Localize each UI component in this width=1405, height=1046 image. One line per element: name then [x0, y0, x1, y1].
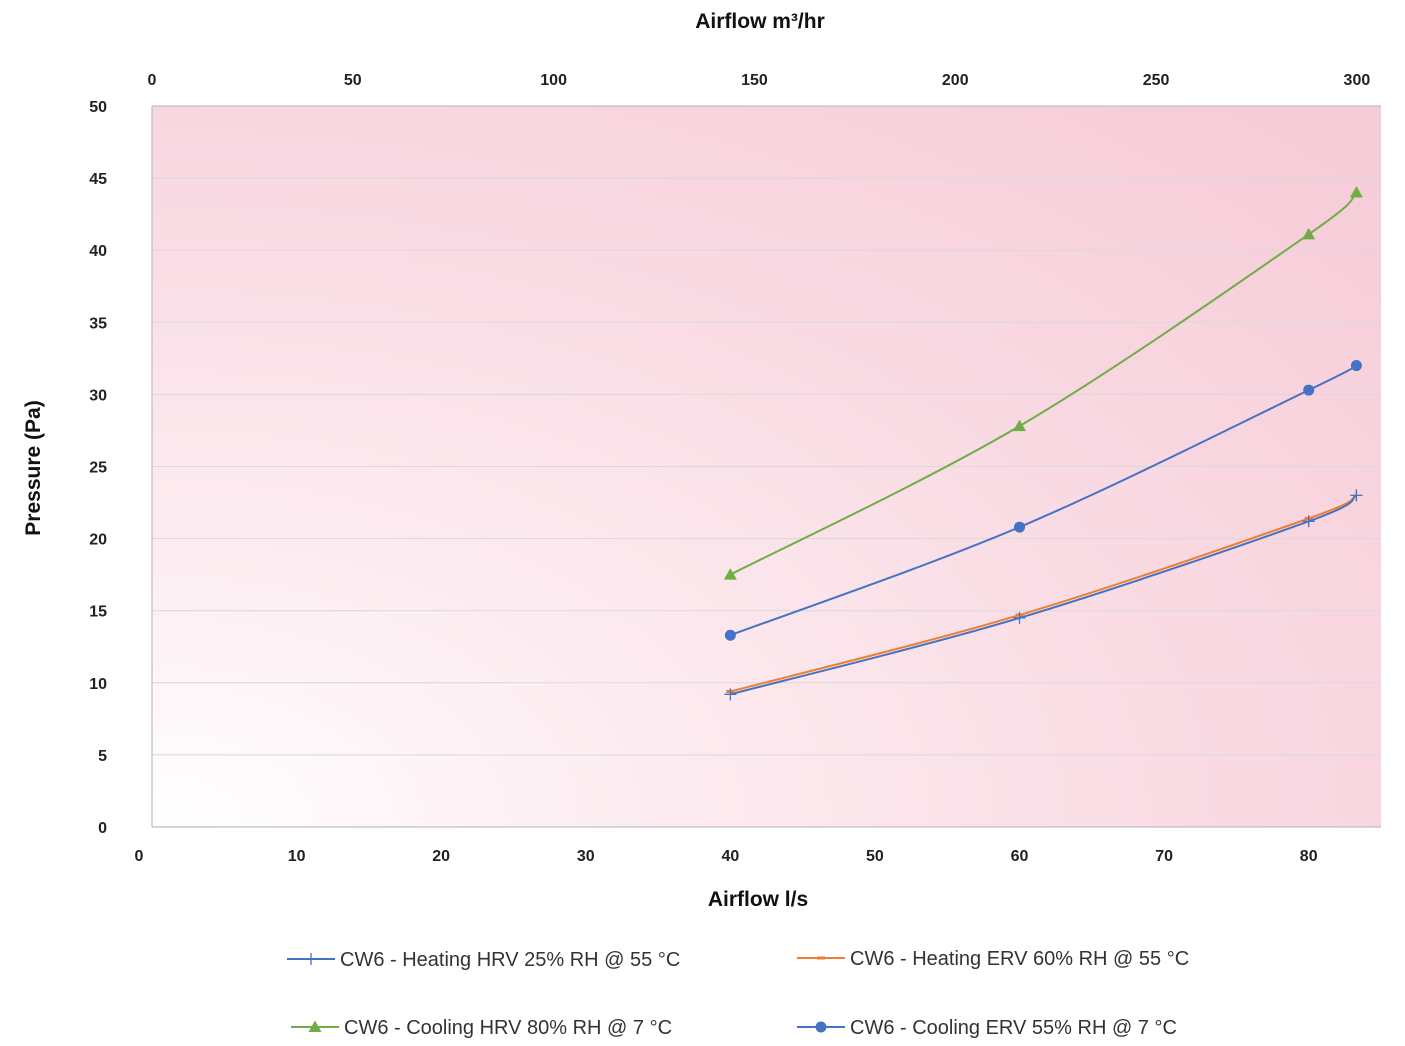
series-3: [723, 186, 1363, 580]
legend-label-2: CW6 - Heating ERV 60% RH @ 55 °C: [850, 948, 1189, 970]
legend-label-1: CW6 - Heating HRV 25% RH @ 55 °C: [340, 949, 680, 971]
top-axis-ticks: 0 50 100 150 200 250 300: [148, 72, 1371, 89]
y-tick-label-0: 0: [98, 820, 107, 837]
legend: CW6 - Heating HRV 25% RH @ 55 °C CW6 - He…: [287, 948, 1189, 1039]
legend-label-3: CW6 - Cooling HRV 80% RH @ 7 °C: [344, 1017, 672, 1039]
series-4-point-2: [1014, 521, 1026, 533]
legend-marker-3: [308, 1020, 322, 1032]
series-1-point-3: [1302, 515, 1315, 528]
legend-marker-1: [305, 953, 317, 965]
x-tick-label-0: 0: [135, 848, 144, 865]
series-4-point-3: [1303, 384, 1315, 396]
x-tick-label-80: 80: [1300, 848, 1318, 865]
legend-item-3: CW6 - Cooling HRV 80% RH @ 7 °C: [291, 1017, 672, 1039]
x-tick-label-50: 50: [866, 848, 884, 865]
series-3-line: [729, 191, 1358, 576]
series-4-point-1: [724, 629, 736, 641]
y-tick-label-5: 5: [98, 748, 107, 765]
series-4: [724, 360, 1362, 641]
x-axis-ticks: 0 10 20 30 40 50 60 70 80: [135, 848, 1318, 865]
x2-tick-label-150: 150: [741, 72, 768, 89]
y-axis-title: Pressure (Pa): [22, 400, 45, 535]
y-tick-label-20: 20: [89, 532, 107, 549]
series-3-point-3: [1302, 227, 1316, 240]
x2-tick-label-0: 0: [148, 72, 157, 89]
series-2-line: [730, 494, 1357, 693]
x2-tick-label-200: 200: [942, 72, 969, 89]
x2-tick-label-100: 100: [540, 72, 567, 89]
x-tick-label-60: 60: [1011, 848, 1029, 865]
y-tick-label-30: 30: [89, 387, 107, 404]
legend-item-1: CW6 - Heating HRV 25% RH @ 55 °C: [287, 949, 680, 971]
series-1-point-4: [1350, 489, 1363, 502]
series-4-line: [730, 364, 1357, 637]
x-tick-label-30: 30: [577, 848, 595, 865]
x2-tick-label-50: 50: [344, 72, 362, 89]
x-axis-title: Airflow l/s: [708, 888, 808, 911]
series-1-point-1: [724, 688, 737, 701]
x2-tick-label-300: 300: [1344, 72, 1371, 89]
series-3-point-2: [1013, 419, 1027, 432]
series-3-point-1: [723, 568, 737, 580]
y-tick-label-15: 15: [89, 604, 107, 621]
series-1-line: [730, 494, 1357, 696]
legend-item-2: CW6 - Heating ERV 60% RH @ 55 °C: [797, 948, 1189, 970]
y-axis-ticks: 0 5 10 15 20 25 30 35 40 45 50: [89, 99, 107, 837]
legend-label-4: CW6 - Cooling ERV 55% RH @ 7 °C: [850, 1017, 1177, 1039]
legend-item-4: CW6 - Cooling ERV 55% RH @ 7 °C: [797, 1017, 1177, 1039]
y-tick-label-40: 40: [89, 243, 107, 260]
y-tick-label-50: 50: [89, 99, 107, 116]
y-tick-label-10: 10: [89, 676, 107, 693]
legend-marker-2: [817, 956, 825, 960]
y-tick-label-35: 35: [89, 315, 107, 332]
y-tick-label-25: 25: [89, 460, 107, 477]
series-3-point-4: [1349, 186, 1363, 198]
x-tick-label-10: 10: [288, 848, 306, 865]
x-tick-label-70: 70: [1155, 848, 1173, 865]
x-tick-label-40: 40: [721, 848, 739, 865]
legend-marker-4: [815, 1021, 827, 1033]
series-4-point-4: [1350, 360, 1362, 372]
x-tick-label-20: 20: [432, 848, 450, 865]
y-tick-label-45: 45: [89, 171, 107, 188]
series-layer: [723, 186, 1363, 701]
series-1-point-2: [1013, 611, 1026, 624]
x2-axis-title: Airflow m³/hr: [695, 10, 825, 33]
series-1: [724, 489, 1363, 701]
x2-tick-label-250: 250: [1143, 72, 1170, 89]
